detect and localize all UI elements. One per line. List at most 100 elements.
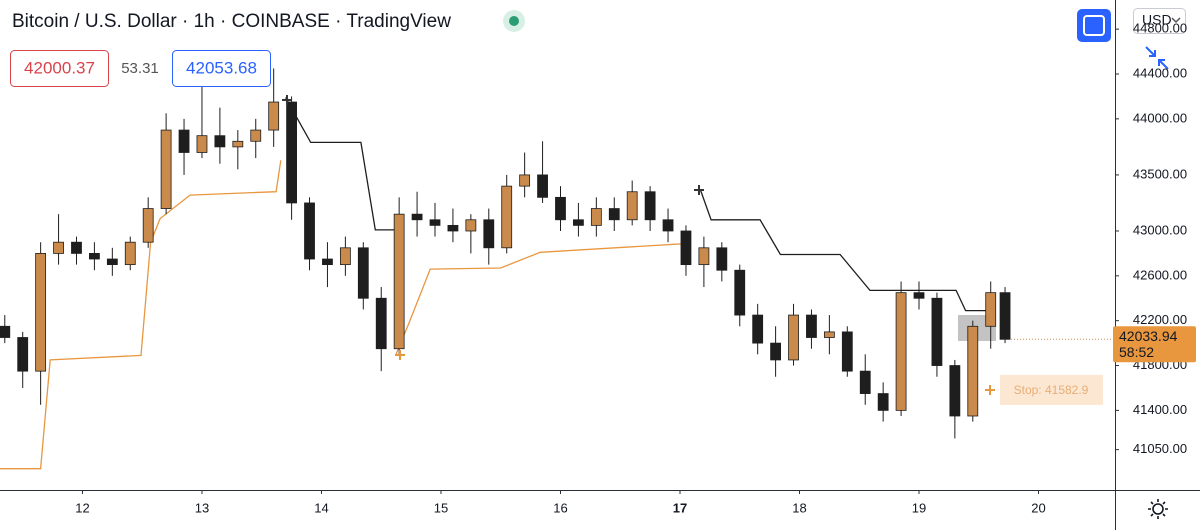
candle-body xyxy=(178,129,190,153)
chart-title: Bitcoin / U.S. Dollar · 1h · COINBASE · … xyxy=(12,11,451,32)
candle-body xyxy=(841,331,853,372)
marker xyxy=(282,95,292,105)
candle-body xyxy=(859,370,871,394)
candle-body xyxy=(555,196,566,221)
candle-body xyxy=(286,101,297,204)
indicator-box xyxy=(10,50,109,87)
status-dot xyxy=(509,16,519,26)
candle-body xyxy=(232,140,244,148)
candle-body xyxy=(0,325,11,338)
candle-body xyxy=(680,230,692,266)
plot-area xyxy=(0,68,1011,470)
currency-label[interactable]: USD xyxy=(1142,12,1172,28)
y-tick-label: 43000.00 xyxy=(1133,222,1187,237)
candle-body xyxy=(537,174,548,198)
fullscreen-button[interactable] xyxy=(1077,9,1111,42)
gear[interactable] xyxy=(1152,503,1164,515)
x-tick-label: 15 xyxy=(434,500,448,515)
x-tick-label: 14 xyxy=(314,500,328,515)
indicator-value: 42053.68 xyxy=(186,58,257,77)
candle-body xyxy=(214,135,226,148)
currency-box[interactable] xyxy=(1133,8,1186,34)
y-tick-label: 41400.00 xyxy=(1133,402,1187,417)
candle-body xyxy=(949,365,961,417)
candle-body xyxy=(89,253,100,260)
candle-body xyxy=(644,191,656,221)
candle-body xyxy=(17,337,29,372)
candle-body xyxy=(626,191,638,221)
candle-body xyxy=(268,101,280,131)
candle-body xyxy=(322,258,333,266)
button-icon[interactable] xyxy=(1083,15,1105,36)
x-tick-label: 19 xyxy=(912,500,926,515)
countdown: 58:52 xyxy=(1119,344,1154,360)
candle-body xyxy=(806,314,817,338)
x-tick-label: 12 xyxy=(75,500,89,515)
button-bg[interactable] xyxy=(1077,9,1111,42)
y-tick-label: 42600.00 xyxy=(1133,267,1187,282)
candle-body xyxy=(71,241,82,254)
indicator-value: 42000.37 xyxy=(24,58,95,77)
candle-body xyxy=(501,185,513,249)
settings-icon[interactable] xyxy=(1148,499,1168,519)
last-price: 42033.94 xyxy=(1119,328,1178,344)
candle-body xyxy=(877,393,889,411)
currency-selector[interactable]: USD xyxy=(1133,8,1186,34)
candle-body xyxy=(339,247,351,266)
candle-body xyxy=(106,258,118,266)
marker xyxy=(985,385,995,395)
overlay-line xyxy=(285,97,996,312)
candle-body xyxy=(429,219,441,226)
candle-body xyxy=(447,224,459,232)
candle-body xyxy=(250,129,262,142)
candle-body xyxy=(967,325,979,417)
x-tick-label: 13 xyxy=(195,500,209,515)
candle-body xyxy=(304,202,315,260)
candle-body xyxy=(931,297,943,366)
collapse-icon[interactable] xyxy=(1145,46,1156,57)
candle-body xyxy=(895,292,907,411)
gear-teeth[interactable] xyxy=(1148,499,1168,519)
y-tick-label: 44000.00 xyxy=(1133,110,1187,125)
candle-body xyxy=(770,342,782,361)
chevron[interactable] xyxy=(1171,17,1181,24)
candle-body xyxy=(999,292,1011,340)
candle-body xyxy=(357,247,369,299)
candle-body xyxy=(411,213,423,221)
candle-body xyxy=(823,331,835,338)
candle-body xyxy=(573,219,584,226)
last-price-box xyxy=(1113,326,1196,363)
x-tick-label: 18 xyxy=(792,500,806,515)
y-tick-label: 41050.00 xyxy=(1133,441,1187,456)
candle-body xyxy=(124,241,136,266)
x-tick-label: 17 xyxy=(673,500,687,515)
candle-body xyxy=(608,208,620,221)
stop-label: Stop: 41582.9 xyxy=(1014,383,1089,397)
candle-body xyxy=(519,174,531,187)
candle-body xyxy=(985,292,997,327)
marker xyxy=(694,185,704,195)
candle-body xyxy=(53,241,64,254)
candle-body xyxy=(716,247,728,271)
candle-body xyxy=(483,219,495,249)
y-tick-label: 42200.00 xyxy=(1133,312,1187,327)
candle-body xyxy=(698,247,710,266)
candle-body xyxy=(393,213,405,350)
y-tick-label: 44400.00 xyxy=(1133,65,1187,80)
collapse-button[interactable] xyxy=(1145,46,1169,70)
candle-body xyxy=(752,314,764,344)
indicator-box xyxy=(172,50,271,87)
y-tick-label: 43500.00 xyxy=(1133,166,1187,181)
collapse-icon[interactable] xyxy=(1158,59,1169,70)
marker xyxy=(395,350,405,360)
candle-body xyxy=(913,292,925,299)
candle-body xyxy=(160,129,172,209)
stop-box xyxy=(1000,374,1103,405)
candle-body xyxy=(465,219,477,232)
candle-body xyxy=(662,219,674,232)
indicator-value: 53.31 xyxy=(121,60,159,77)
candle-body xyxy=(590,208,602,226)
